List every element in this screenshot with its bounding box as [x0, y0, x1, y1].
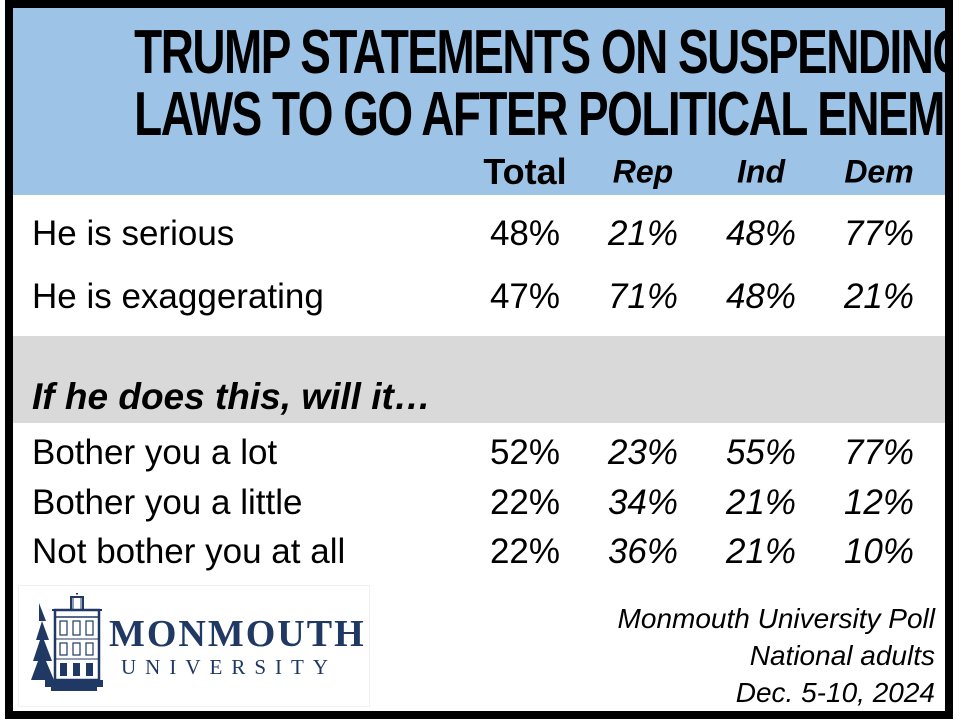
value-rep: 36%: [607, 532, 679, 571]
value-total: 22%: [489, 483, 561, 522]
attribution-line-sample: National adults: [749, 640, 935, 671]
row-label: Bother you a little: [32, 483, 303, 522]
value-rep: 23%: [607, 433, 679, 472]
title-line-2: LAWS TO GO AFTER POLITICAL ENEMIES: [134, 80, 953, 149]
value-rep: 34%: [607, 483, 679, 522]
table-row: He is serious 48% 21% 48% 77%: [13, 210, 945, 258]
value-total: 48%: [489, 214, 561, 253]
section-band: [13, 336, 945, 423]
value-rep: 71%: [607, 277, 679, 316]
value-dem: 77%: [843, 214, 915, 253]
attribution-line-poll: Monmouth University Poll: [617, 603, 935, 634]
row-label: He is serious: [32, 214, 235, 253]
table-row: He is exaggerating 47% 71% 48% 21%: [13, 273, 945, 321]
poll-attribution: Monmouth University Poll National adults…: [618, 600, 935, 711]
monmouth-logo-name: MONMOUTH: [109, 612, 366, 655]
page-title: TRUMP STATEMENTS ON SUSPENDING LAWS TO G…: [13, 22, 945, 146]
value-ind: 21%: [725, 532, 797, 571]
graphic-border-frame: TRUMP STATEMENTS ON SUSPENDING LAWS TO G…: [5, 0, 953, 719]
value-ind: 55%: [725, 433, 797, 472]
monmouth-logo: MONMOUTH UNIVERSITY: [18, 585, 370, 707]
row-label: He is exaggerating: [32, 277, 324, 316]
monmouth-logo-subname: UNIVERSITY: [121, 654, 337, 679]
column-header-row: Total Rep Ind Dem: [13, 148, 945, 196]
value-ind: 21%: [725, 483, 797, 522]
attribution-line-date: Dec. 5-10, 2024: [735, 677, 935, 708]
column-header-total: Total: [483, 151, 567, 192]
value-dem: 77%: [843, 433, 915, 472]
column-header-rep: Rep: [612, 153, 674, 190]
title-line-1: TRUMP STATEMENTS ON SUSPENDING: [134, 18, 953, 87]
row-label: Not bother you at all: [32, 532, 346, 571]
monmouth-logo-text: MONMOUTH UNIVERSITY: [109, 614, 366, 679]
table-row: Bother you a lot 52% 23% 55% 77%: [13, 429, 945, 477]
section-header: If he does this, will it…: [32, 376, 431, 417]
value-ind: 48%: [725, 277, 797, 316]
table-row: Not bother you at all 22% 36% 21% 10%: [13, 528, 945, 576]
monmouth-building-icon: [27, 591, 105, 700]
value-ind: 48%: [725, 214, 797, 253]
column-header-ind: Ind: [737, 153, 785, 190]
value-dem: 12%: [843, 483, 915, 522]
value-dem: 10%: [843, 532, 915, 571]
title-band: [13, 8, 945, 195]
row-label: Bother you a lot: [32, 433, 278, 472]
value-total: 52%: [489, 433, 561, 472]
column-header-dem: Dem: [844, 153, 914, 190]
table-row: Bother you a little 22% 34% 21% 12%: [13, 479, 945, 527]
value-total: 22%: [489, 532, 561, 571]
value-rep: 21%: [607, 214, 679, 253]
value-dem: 21%: [843, 277, 915, 316]
value-total: 47%: [489, 277, 561, 316]
